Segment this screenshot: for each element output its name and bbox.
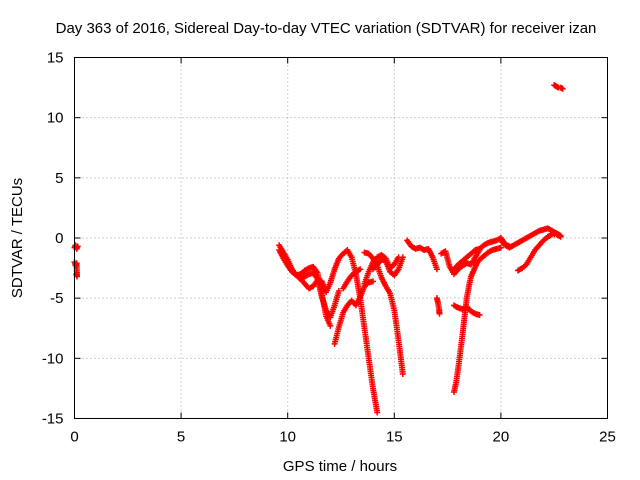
x-tick-label: 0 — [70, 429, 78, 446]
y-tick-label: -5 — [50, 290, 63, 307]
data-point — [369, 278, 376, 285]
y-tick-label: -15 — [42, 411, 64, 428]
data-point — [357, 266, 364, 273]
data-point — [497, 244, 504, 251]
y-tick-label: 0 — [55, 230, 63, 247]
data-point — [476, 312, 483, 319]
x-tick-label: 15 — [386, 429, 403, 446]
data-point — [557, 233, 564, 240]
x-tick-label: 20 — [493, 429, 510, 446]
x-tick-label: 10 — [279, 429, 296, 446]
data-point — [335, 287, 342, 294]
data-point — [327, 322, 334, 329]
data-point — [399, 254, 406, 261]
data-point — [436, 310, 443, 317]
data-point — [399, 370, 406, 377]
x-axis-label: GPS time / hours — [283, 458, 397, 475]
y-axis-label: SDTVAR / TECUs — [9, 178, 26, 298]
data-points — [71, 82, 566, 416]
y-tick-label: 15 — [47, 50, 64, 67]
data-point — [433, 266, 440, 273]
data-point — [374, 409, 381, 416]
axis-ticks: 0 5 10 15 20 25 -15 -10 -5 0 5 10 15 — [42, 50, 616, 446]
y-tick-label: 10 — [47, 110, 64, 127]
y-tick-label: 5 — [55, 170, 63, 187]
x-tick-label: 5 — [177, 429, 185, 446]
chart-title: Day 363 of 2016, Sidereal Day-to-day VTE… — [56, 20, 597, 37]
grid — [74, 57, 608, 419]
y-tick-label: -10 — [42, 350, 64, 367]
x-tick-label: 25 — [599, 429, 616, 446]
plot-frame — [74, 57, 608, 419]
data-point — [559, 85, 566, 92]
data-point — [74, 243, 81, 250]
